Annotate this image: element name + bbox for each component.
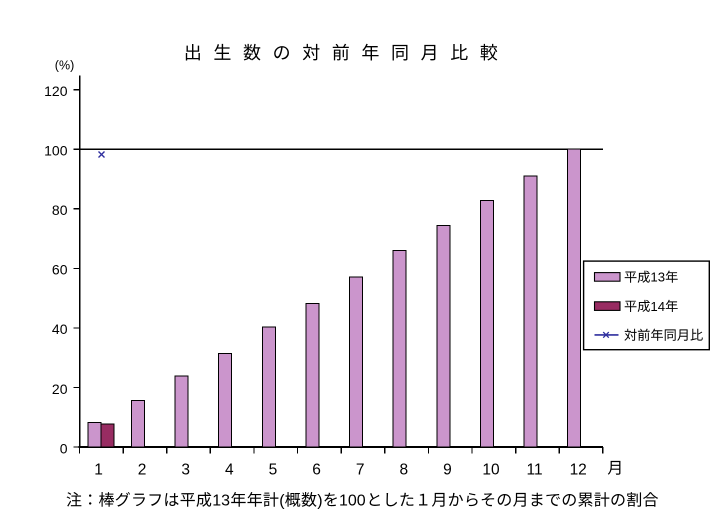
- svg-text:20: 20: [52, 381, 68, 397]
- svg-text:40: 40: [52, 321, 68, 337]
- svg-text:7: 7: [356, 462, 365, 479]
- svg-text:100: 100: [339, 493, 366, 510]
- svg-text:13: 13: [650, 270, 665, 285]
- svg-text:0: 0: [60, 440, 68, 456]
- svg-text:13: 13: [212, 493, 230, 510]
- svg-text:5: 5: [269, 462, 278, 479]
- svg-text:10: 10: [482, 462, 500, 479]
- svg-text:14: 14: [650, 299, 665, 314]
- svg-text:1: 1: [94, 462, 103, 479]
- svg-text:11: 11: [527, 462, 543, 479]
- svg-text:120: 120: [44, 83, 68, 99]
- svg-text:12: 12: [570, 462, 587, 479]
- svg-text:8: 8: [399, 462, 408, 479]
- svg-text:3: 3: [181, 462, 190, 479]
- svg-text:(: (: [279, 493, 285, 510]
- svg-text:4: 4: [225, 462, 234, 479]
- svg-text:100: 100: [44, 143, 68, 159]
- svg-text:80: 80: [52, 202, 68, 218]
- svg-text:6: 6: [312, 462, 321, 479]
- svg-text:): ): [317, 493, 322, 510]
- svg-text:60: 60: [52, 262, 68, 278]
- svg-text:(%): (%): [55, 58, 74, 72]
- svg-text:2: 2: [138, 462, 147, 479]
- svg-text:9: 9: [443, 462, 452, 479]
